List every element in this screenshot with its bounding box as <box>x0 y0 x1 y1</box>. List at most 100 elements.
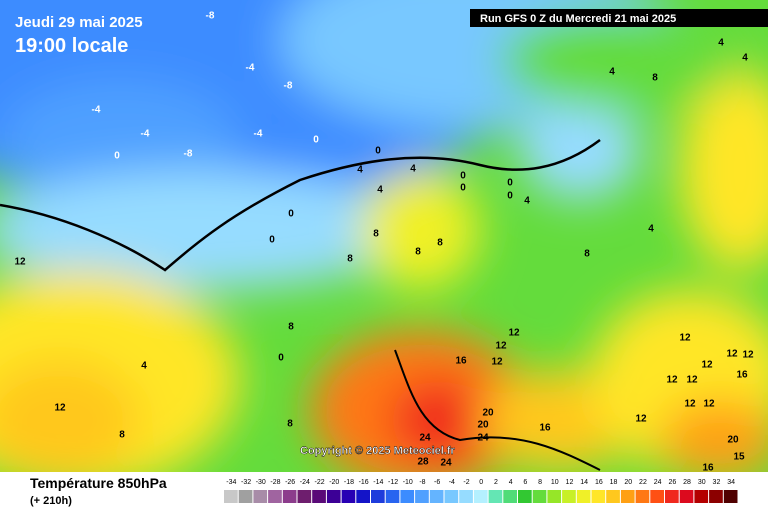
contour-label: 8 <box>288 322 294 333</box>
legend-swatch <box>282 490 297 503</box>
contour-label: 0 <box>507 178 513 189</box>
legend-swatch <box>635 490 650 503</box>
legend-swatch <box>326 490 341 503</box>
contour-label: 8 <box>437 238 443 249</box>
legend-swatch <box>238 490 253 503</box>
contour-label: 0 <box>269 235 275 246</box>
contour-label: 12 <box>684 399 696 410</box>
legend-label: -20 <box>329 479 339 486</box>
contour-label: 0 <box>460 171 466 182</box>
legend-swatch <box>385 490 400 503</box>
contour-label: 0 <box>278 353 284 364</box>
contour-label: 8 <box>652 73 658 84</box>
legend-swatch <box>356 490 370 503</box>
legend-label: 18 <box>610 479 618 486</box>
legend-label: 8 <box>538 479 542 486</box>
contour-label: 8 <box>415 247 421 258</box>
contour-label: 20 <box>727 435 739 446</box>
legend-swatch <box>312 490 326 503</box>
legend-label: -16 <box>359 479 369 486</box>
legend-swatch <box>341 490 356 503</box>
legend-label: -4 <box>449 479 455 486</box>
legend-swatch <box>518 490 532 503</box>
legend: -34 -32 -30 -28 -26 -24 -22 -20 -18 -16 -14 -12 -10-… <box>224 479 738 503</box>
legend-swatch <box>503 490 517 503</box>
contour-label: 20 <box>477 420 489 431</box>
legend-label: 28 <box>683 479 691 486</box>
contour-label: 15 <box>733 452 745 463</box>
legend-label: -2 <box>463 479 469 486</box>
legend-swatch <box>576 490 591 503</box>
legend-label: 26 <box>668 479 676 486</box>
run-banner <box>470 9 768 27</box>
legend-swatch <box>606 490 620 503</box>
contour-label: 0 <box>114 151 120 162</box>
contour-label: 12 <box>495 341 507 352</box>
map-field <box>0 0 768 472</box>
contour-label: 4 <box>141 361 147 372</box>
contour-label: 0 <box>288 209 294 220</box>
legend-label: -6 <box>434 479 440 486</box>
legend-label: 30 <box>698 479 706 486</box>
contour-label: -4 <box>141 129 150 140</box>
contour-label: 8 <box>373 229 379 240</box>
legend-swatch <box>400 490 415 503</box>
contour-label: 0 <box>460 183 466 194</box>
contour-label: 16 <box>455 356 467 367</box>
legend-label: -12 <box>388 479 398 486</box>
legend-swatch <box>297 490 312 503</box>
legend-label: -32 <box>241 479 251 486</box>
contour-label: 4 <box>410 164 416 175</box>
contour-label: 24 <box>477 433 489 444</box>
contour-label: 12 <box>703 399 715 410</box>
contour-label: 12 <box>679 333 691 344</box>
contour-label: 8 <box>584 249 590 260</box>
contour-label: 20 <box>482 408 494 419</box>
contour-label: 12 <box>635 414 647 425</box>
legend-swatch <box>224 490 238 503</box>
contour-label: 4 <box>357 165 363 176</box>
legend-label: -10 <box>403 479 413 486</box>
copyright: Copyright © 2025 Meteociel.fr <box>300 445 456 457</box>
legend-label: 2 <box>494 479 498 486</box>
contour-label: 12 <box>508 328 520 339</box>
legend-swatch <box>591 490 606 503</box>
legend-swatch <box>473 490 488 503</box>
contour-label: 4 <box>524 196 530 207</box>
contour-label: 4 <box>742 53 748 64</box>
contour-label: -4 <box>92 105 101 116</box>
time: 19:00 locale <box>15 35 128 57</box>
contour-label: 16 <box>702 463 714 474</box>
contour-label: 12 <box>701 360 713 371</box>
legend-label: 32 <box>713 479 721 486</box>
footer-title: Température 850hPa <box>30 475 167 491</box>
legend-swatch <box>268 490 282 503</box>
lead-time: (+ 210h) <box>30 495 72 507</box>
contour-label: 12 <box>726 349 738 360</box>
legend-label: -8 <box>419 479 425 486</box>
contour-label: -4 <box>254 129 263 140</box>
date: Jeudi 29 mai 2025 <box>15 14 143 31</box>
legend-label: 20 <box>624 479 632 486</box>
contour-label: 16 <box>539 423 551 434</box>
legend-swatch <box>253 490 268 503</box>
contour-label: 12 <box>742 350 754 361</box>
legend-swatch <box>650 490 664 503</box>
legend-swatch <box>679 490 694 503</box>
legend-label: 6 <box>523 479 527 486</box>
legend-label: -26 <box>285 479 295 486</box>
legend-label: -14 <box>373 479 383 486</box>
contour-label: -8 <box>206 11 215 22</box>
legend-label: 16 <box>595 479 603 486</box>
contour-label: 8 <box>347 254 353 265</box>
legend-swatch <box>415 490 429 503</box>
contour-label: 24 <box>419 433 431 444</box>
contour-label: 12 <box>666 375 678 386</box>
legend-label: -22 <box>314 479 324 486</box>
contour-label: 16 <box>736 370 748 381</box>
legend-swatch <box>444 490 459 503</box>
legend-swatch <box>665 490 679 503</box>
contour-label: 4 <box>609 67 615 78</box>
